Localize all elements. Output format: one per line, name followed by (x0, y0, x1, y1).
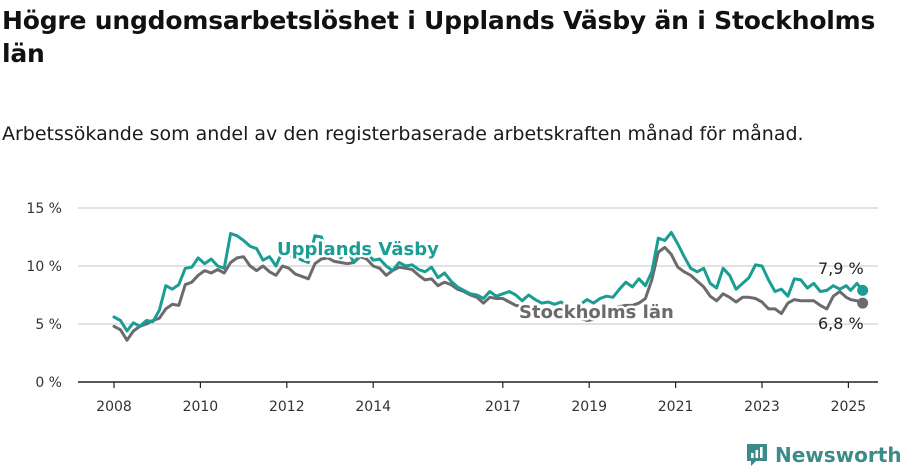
y-tick-label: 5 % (35, 317, 62, 333)
chart-title: Högre ungdomsarbetslöshet i Upplands Väs… (2, 6, 876, 68)
x-tick-label: 2012 (269, 399, 305, 415)
end-label-stockholms-lan: 6,8 % (818, 314, 864, 333)
brand-name: Newsworthy (775, 443, 900, 467)
x-tick-label: 2025 (831, 399, 867, 415)
grid-lines (78, 207, 878, 325)
end-label-upplands-vasby: 7,9 % (818, 259, 864, 278)
series-line-upplands-vasby (112, 230, 865, 333)
x-tick-label: 2021 (658, 399, 694, 415)
newsworthy-logo: Newsworthy (745, 442, 900, 468)
x-tick-label: 2008 (96, 399, 132, 415)
series-end-point-upplands-vasby (857, 284, 869, 296)
x-tick-label: 2014 (355, 399, 391, 415)
x-tick-label: 2010 (183, 399, 219, 415)
y-axis-ticks: 0 % 5 % 10 % 15 % (26, 201, 62, 391)
x-tick-label: 2017 (485, 399, 521, 415)
series-end-point-stockholms-lan (857, 297, 869, 309)
x-tick-label: 2019 (571, 399, 607, 415)
y-tick-label: 10 % (26, 259, 62, 275)
chart-subtitle: Arbetssökande som andel av den registerb… (2, 123, 804, 145)
series-label-stockholms-lan: Stockholms län (519, 302, 674, 323)
x-tick-label: 2023 (744, 399, 780, 415)
series-line-stockholms-lan (112, 245, 865, 342)
series-lines (112, 230, 869, 342)
y-tick-label: 0 % (35, 375, 62, 391)
x-axis: 2008 2010 2012 2014 2017 2019 2021 2023 2025 (78, 381, 878, 415)
y-tick-label: 15 % (26, 201, 62, 217)
newsworthy-icon (747, 444, 767, 466)
series-label-upplands-vasby: Upplands Väsby (277, 239, 439, 260)
